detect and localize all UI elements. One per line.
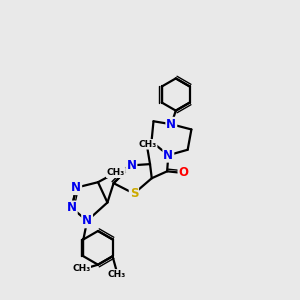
Text: N: N xyxy=(71,181,81,194)
Text: O: O xyxy=(178,166,188,179)
Text: CH₃: CH₃ xyxy=(72,264,90,273)
Text: N: N xyxy=(166,118,176,131)
Text: S: S xyxy=(130,187,138,200)
Text: N: N xyxy=(67,202,77,214)
Text: CH₃: CH₃ xyxy=(107,270,125,279)
Text: CH₃: CH₃ xyxy=(138,140,157,149)
Text: N: N xyxy=(164,149,173,162)
Text: N: N xyxy=(82,214,92,227)
Text: N: N xyxy=(127,159,136,172)
Text: CH₃: CH₃ xyxy=(107,168,125,177)
